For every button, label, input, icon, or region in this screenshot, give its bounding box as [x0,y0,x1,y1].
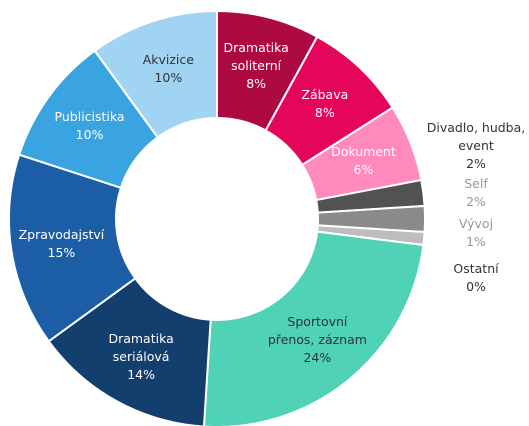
slice [8,153,137,343]
value-label: 0% [466,279,486,294]
slice-label: Vývoj 1% [424,215,528,251]
slice-label: Dramatika soliterní 8% [204,39,308,93]
slice-label: Sportovní přenos, záznam 24% [265,313,369,367]
category-label: Divadlo, hudba, event [426,120,526,153]
category-label: Dramatika soliterní [223,40,289,74]
value-label: 8% [314,105,335,121]
slice-label: Divadlo, hudba, event 2% [424,119,528,173]
value-label: 14% [127,367,155,383]
value-label: 10% [75,127,104,143]
slice [93,9,218,139]
slice-label: Dramatika seriálová 14% [89,330,193,384]
category-label: Akvizice [142,52,194,68]
category-label: Self [464,176,488,191]
value-label: 15% [47,244,76,260]
category-label: Sportovní přenos, záznam [267,314,367,348]
value-label: 6% [353,162,374,178]
slice-label: Publicistika 10% [38,108,142,144]
category-label: Zpravodajství [18,226,105,242]
value-label: 1% [466,234,486,249]
category-label: Publicistika [54,109,125,125]
category-label: Dokument [331,144,396,160]
slice-label: Akvizice 10% [116,51,220,87]
category-label: Vývoj [458,216,494,231]
slice-label: Dokument 6% [311,143,415,179]
value-label: 10% [154,70,183,86]
value-label: 2% [466,156,486,171]
category-label: Ostatní [453,261,499,276]
slice [202,230,425,426]
category-label: Dramatika seriálová [108,331,174,365]
value-label: 2% [466,194,486,209]
value-label: 8% [246,76,267,92]
slice-label: Self 2% [424,175,528,211]
value-label: 24% [303,350,332,366]
slice [47,276,212,426]
slice-label: Zábava 8% [273,86,377,122]
category-label: Zábava [301,87,349,103]
slice-label: Ostatní 0% [424,260,528,296]
slice-label: Zpravodajství 15% [9,226,113,262]
